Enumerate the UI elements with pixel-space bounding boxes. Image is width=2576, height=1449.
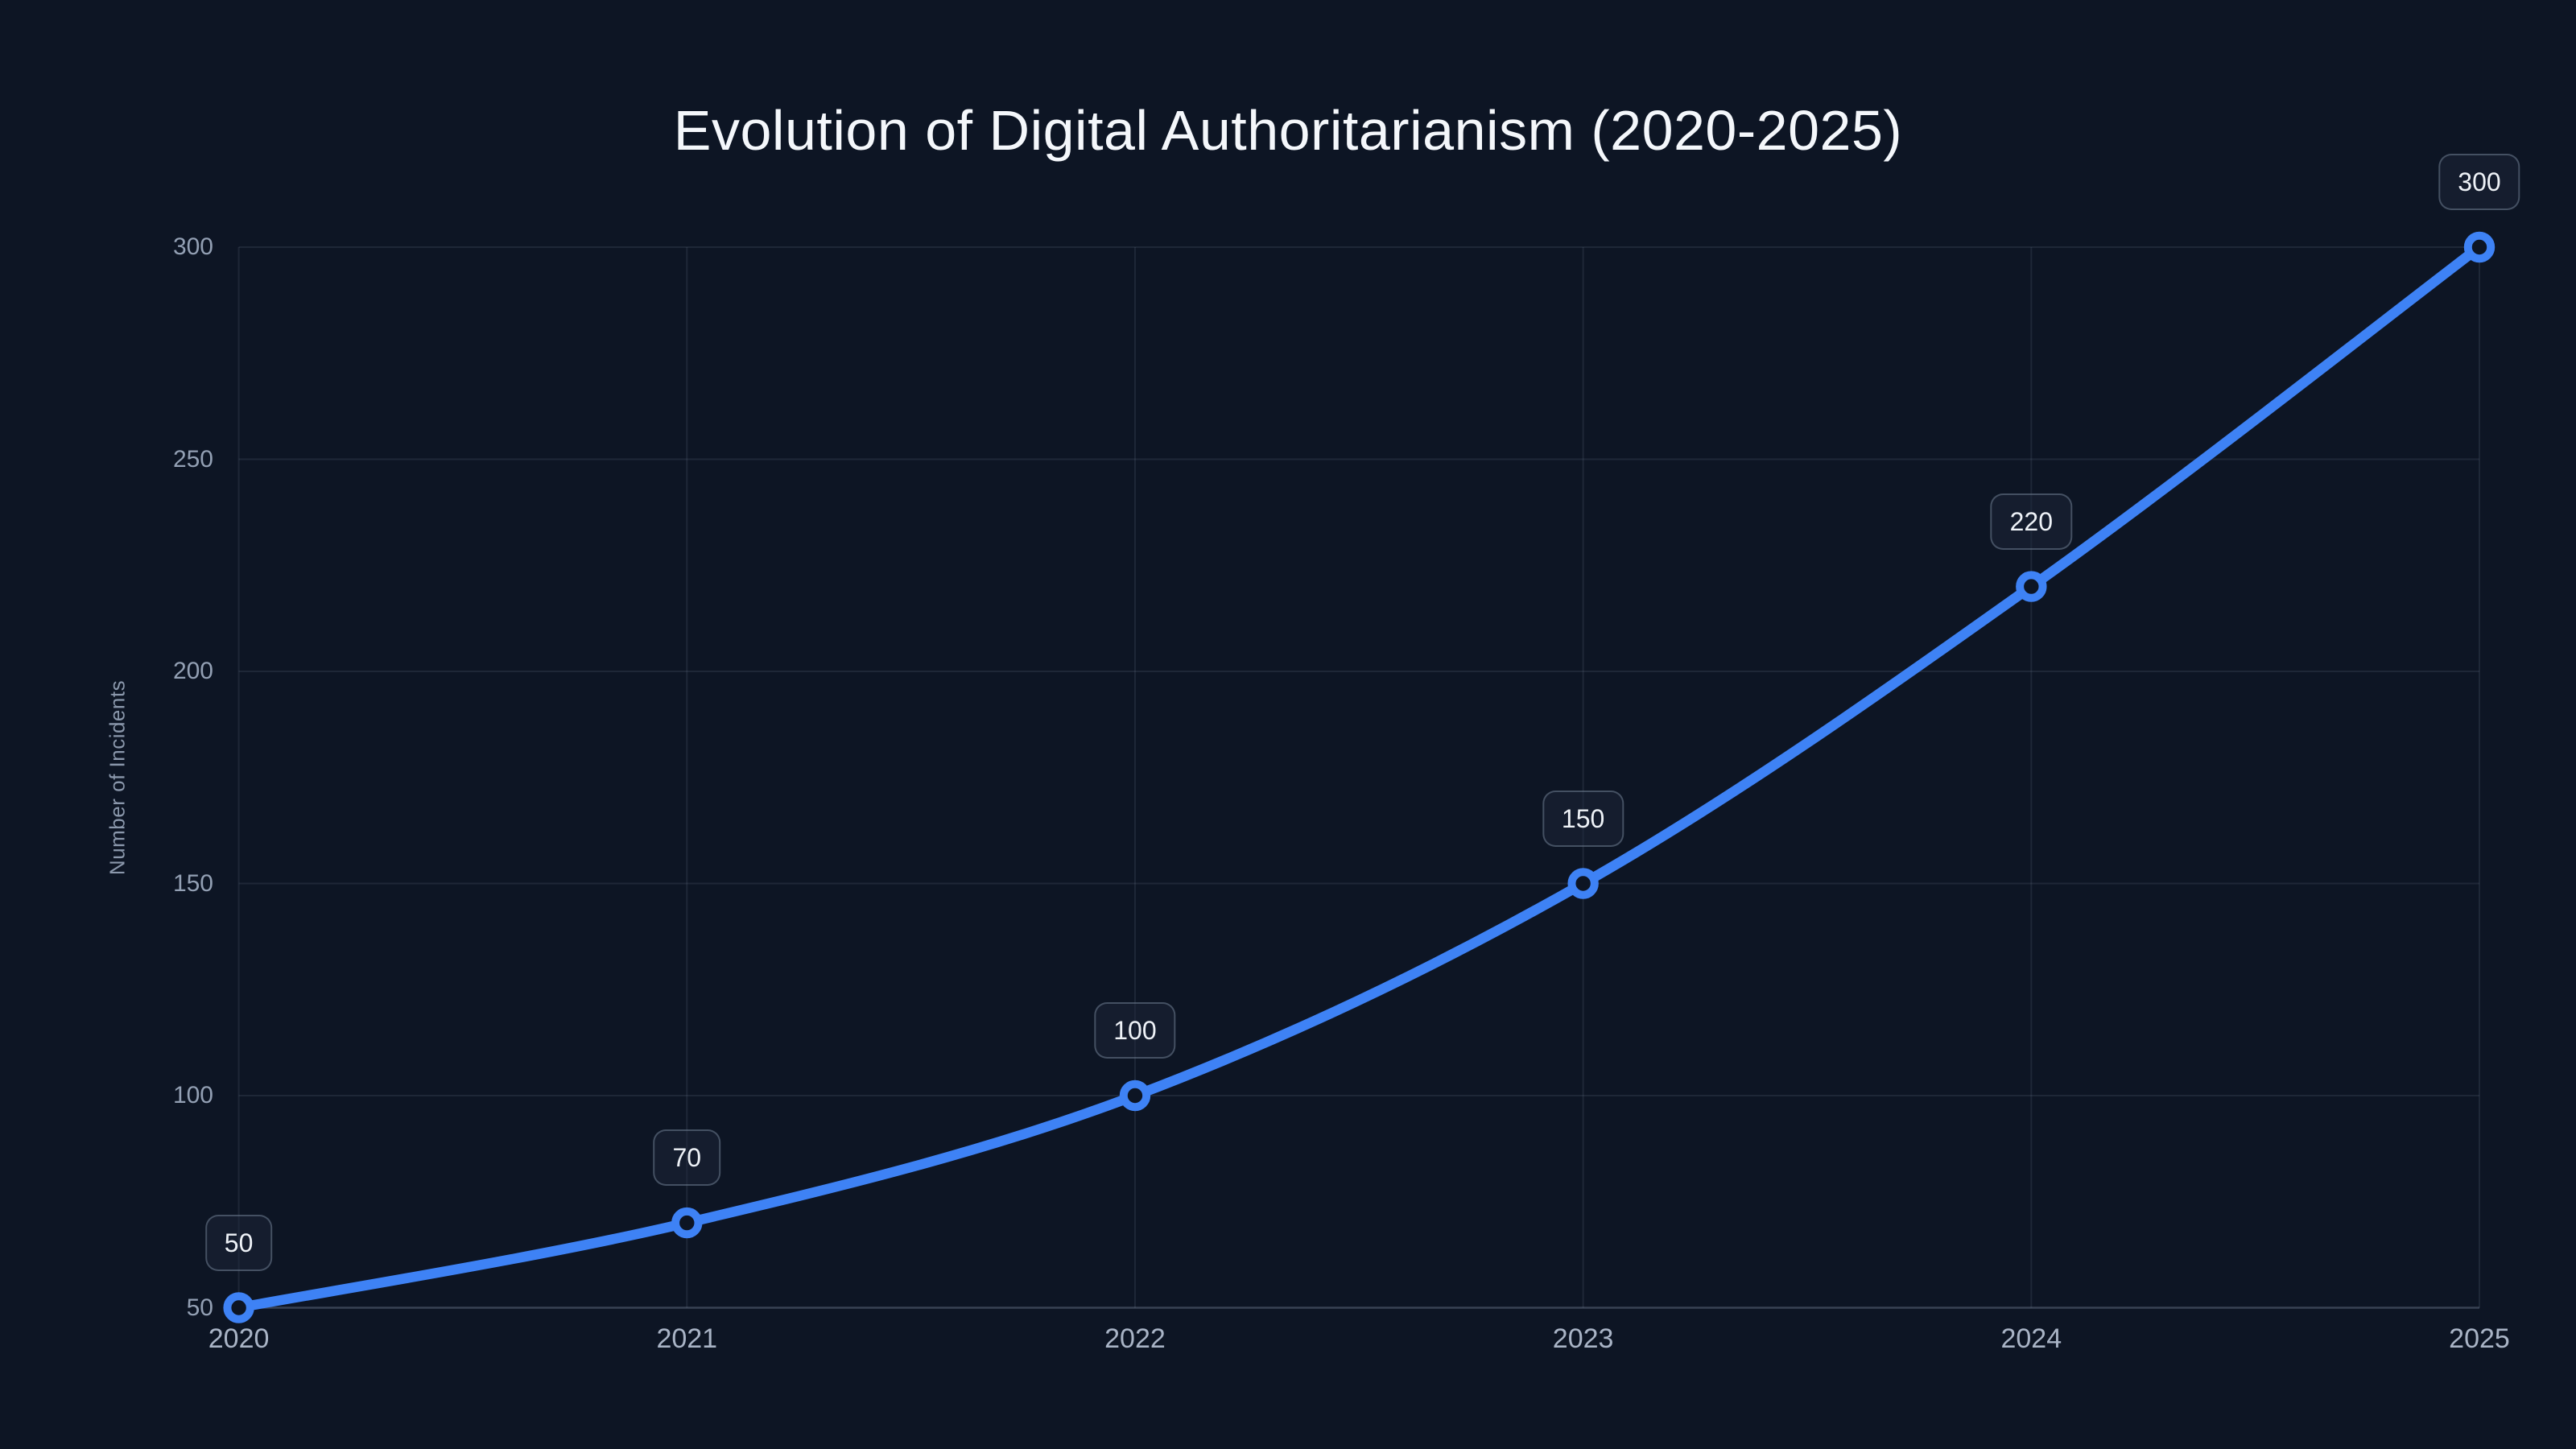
y-tick-label: 100 bbox=[172, 1082, 213, 1108]
y-tick-label: 150 bbox=[172, 869, 213, 897]
x-tick-label: 2023 bbox=[1552, 1323, 1614, 1354]
y-tick-label: 300 bbox=[172, 233, 213, 260]
y-tick-label: 200 bbox=[172, 658, 213, 684]
data-point-marker[interactable] bbox=[2016, 571, 2047, 602]
y-tick-label: 250 bbox=[172, 445, 213, 473]
data-point-label-badge: 150 bbox=[1542, 790, 1624, 847]
data-point-marker[interactable] bbox=[1567, 868, 1599, 899]
data-point-label-badge: 300 bbox=[2438, 154, 2520, 210]
y-tick-label: 50 bbox=[186, 1294, 213, 1321]
data-point-label-badge: 50 bbox=[204, 1214, 273, 1271]
x-tick-label: 2025 bbox=[2449, 1323, 2510, 1354]
data-point-label-badge: 220 bbox=[1990, 493, 2073, 550]
x-tick-label: 2022 bbox=[1104, 1323, 1166, 1354]
data-point-marker[interactable] bbox=[671, 1207, 703, 1239]
data-point-marker[interactable] bbox=[223, 1292, 254, 1323]
x-tick-label: 2020 bbox=[208, 1323, 270, 1354]
data-point-marker[interactable] bbox=[1119, 1080, 1151, 1112]
x-tick-label: 2021 bbox=[656, 1323, 718, 1354]
data-point-label-badge: 70 bbox=[653, 1129, 721, 1187]
data-point-label-badge: 100 bbox=[1094, 1002, 1176, 1059]
data-point-marker[interactable] bbox=[2463, 231, 2496, 263]
chart-title: Evolution of Digital Authoritarianism (2… bbox=[673, 99, 1903, 162]
x-tick-label: 2024 bbox=[2000, 1323, 2062, 1354]
series-line bbox=[233, 242, 2485, 1313]
